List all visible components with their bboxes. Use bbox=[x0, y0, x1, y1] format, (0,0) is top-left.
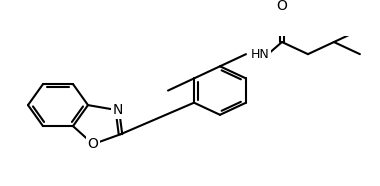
Text: O: O bbox=[88, 137, 98, 151]
Text: HN: HN bbox=[251, 48, 270, 61]
Text: N: N bbox=[112, 103, 122, 117]
Text: O: O bbox=[277, 0, 287, 13]
